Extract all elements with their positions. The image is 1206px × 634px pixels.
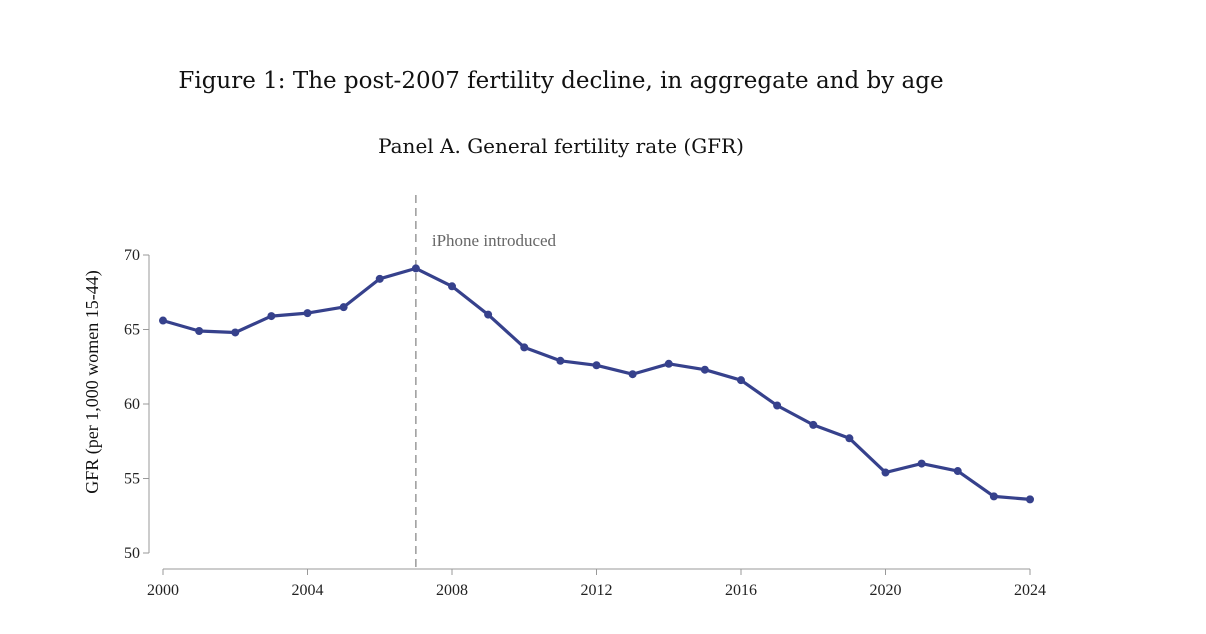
x-tick-label: 2012 [581,582,613,599]
x-tick-label: 2008 [436,582,468,599]
y-tick-label: 65 [124,322,140,339]
x-tick-label: 2020 [870,582,902,599]
series-line [161,266,1032,501]
data-point [953,467,962,476]
data-point [664,359,673,368]
x-tick-label: 2000 [147,582,179,599]
panel-title: Panel A. General fertility rate (GFR) [378,134,744,158]
data-point [809,420,818,429]
data-point [231,328,240,337]
chart-marks: iPhone introduced [159,195,1034,569]
data-point [917,459,926,468]
y-tick-label: 70 [124,247,140,264]
x-tick-label: 2004 [292,582,324,599]
annotation-label: iPhone introduced [432,231,557,250]
data-point [845,434,854,443]
y-axis-label: GFR (per 1,000 women 15-44) [82,270,103,493]
data-point [989,492,998,501]
data-point [411,264,420,273]
data-point [267,312,276,321]
data-point [592,361,601,370]
data-point [628,370,637,379]
data-point [375,274,384,283]
y-tick-label: 55 [124,471,140,488]
data-point [700,365,709,374]
data-point [737,376,745,385]
x-tick-label: 2016 [725,582,757,599]
data-point [773,401,782,410]
data-point [1026,495,1034,504]
data-point [195,326,204,335]
x-tick-label: 2024 [1014,582,1046,599]
y-tick-label: 60 [124,396,140,413]
data-point [520,343,529,352]
data-point [556,356,565,365]
figure-title: Figure 1: The post-2007 fertility declin… [178,68,944,94]
data-point [881,468,890,477]
data-point [339,303,348,312]
data-point [159,316,167,325]
data-point [303,309,312,318]
data-point [484,310,493,319]
y-tick-label: 50 [124,545,140,562]
data-point [448,282,456,291]
axes: 50 55 60 65 70 2000 2004 2008 2012 2016 2020 2024 [124,247,1046,599]
